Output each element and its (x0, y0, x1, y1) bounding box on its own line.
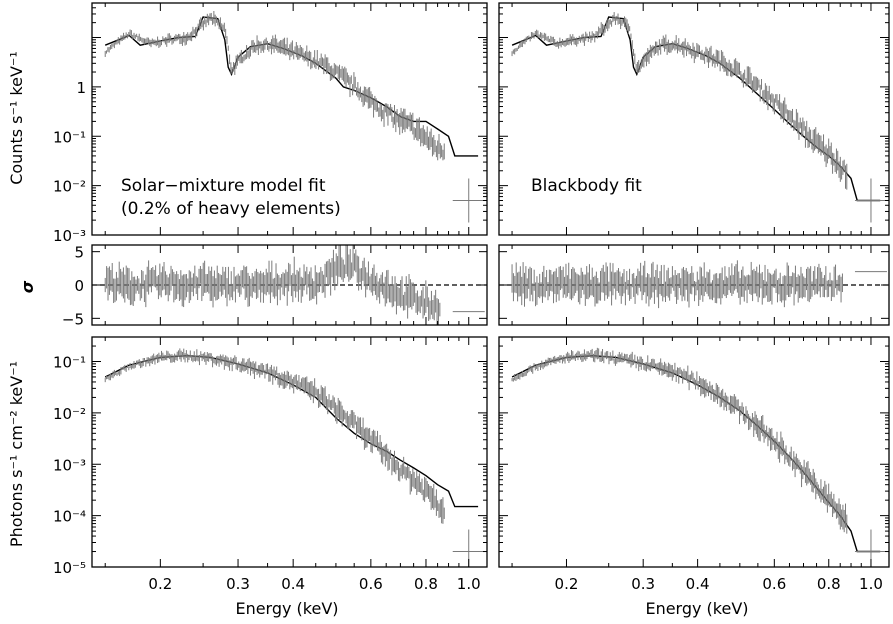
xlabel-left: Energy (keV) (235, 599, 338, 618)
panel-frame (498, 2, 890, 236)
panel-frame (498, 244, 890, 326)
panel-resid-blackbody (498, 244, 890, 326)
x-tick-label: 0.8 (414, 575, 438, 593)
ylabel-counts: Counts s⁻¹ keV⁻¹ (7, 51, 26, 185)
ylabel-photons: Photons s⁻¹ cm⁻² keV⁻¹ (7, 361, 26, 547)
panel-photons-blackbody: 0.2 0.3 0.4 0.6 0.8 1.0 (498, 336, 890, 593)
annotation-solar-line2: (0.2% of heavy elements) (121, 199, 341, 219)
y-tick-label: 0 (74, 277, 84, 295)
y-tick-label: 10⁻³ (53, 227, 86, 245)
model-halo (511, 353, 881, 554)
y-tick-label: 10⁻⁵ (53, 559, 86, 577)
y-tick-label: −5 (62, 310, 84, 328)
x-tick-label: 0.3 (631, 575, 655, 593)
plot-area (511, 347, 887, 567)
panel-frame (91, 336, 488, 568)
panel-frame (498, 336, 890, 568)
x-tick-label: 0.4 (281, 575, 305, 593)
xlabel-right: Energy (keV) (645, 599, 748, 618)
y-tick-label: 10⁻³ (53, 456, 86, 474)
plot-area (511, 12, 887, 223)
panel-frame (91, 244, 488, 326)
panel-frame (91, 2, 488, 236)
ylabel-sigma: σ (18, 280, 37, 293)
x-tick-label: 0.2 (555, 575, 579, 593)
panel-resid-solar: 5 0 −5 (62, 244, 488, 328)
annotation-blackbody: Blackbody fit (531, 176, 642, 196)
y-tick-label: 10⁻¹ (53, 128, 86, 146)
y-tick-label: 10⁻² (53, 405, 86, 423)
plot-area (104, 348, 485, 567)
x-tick-label: 0.2 (148, 575, 172, 593)
y-tick-label: 10⁻² (53, 178, 86, 196)
x-tick-label: 0.8 (817, 575, 841, 593)
model-curve (104, 354, 479, 508)
y-tick-label: 1 (76, 79, 86, 97)
plot-area (92, 245, 487, 325)
x-tick-label: 0.6 (762, 575, 786, 593)
plot-panels: 10⁻³ 10⁻² 10⁻¹ 1 5 0 −5 0.2 0.3 0.4 0.6 0.8 1.0 10⁻⁵ 1… (53, 2, 890, 593)
panel-counts-solar: 10⁻³ 10⁻² 10⁻¹ 1 (53, 2, 488, 245)
x-tick-label: 1.0 (457, 575, 481, 593)
plot-area (499, 260, 889, 309)
panel-photons-solar: 0.2 0.3 0.4 0.6 0.8 1.0 10⁻⁵ 10⁻⁴ 10⁻³ 10⁻² 10⁻¹ (53, 336, 488, 593)
x-tick-label: 0.6 (359, 575, 383, 593)
x-tick-label: 0.4 (686, 575, 710, 593)
plot-area (104, 10, 485, 223)
y-tick-label: 10⁻⁴ (53, 508, 86, 526)
y-tick-label: 10⁻¹ (53, 354, 86, 372)
panel-counts-blackbody (498, 2, 890, 236)
annotation-solar-line1: Solar−mixture model fit (121, 176, 326, 196)
y-tick-label: 5 (74, 244, 84, 262)
x-tick-label: 1.0 (859, 575, 883, 593)
x-tick-label: 0.3 (226, 575, 250, 593)
